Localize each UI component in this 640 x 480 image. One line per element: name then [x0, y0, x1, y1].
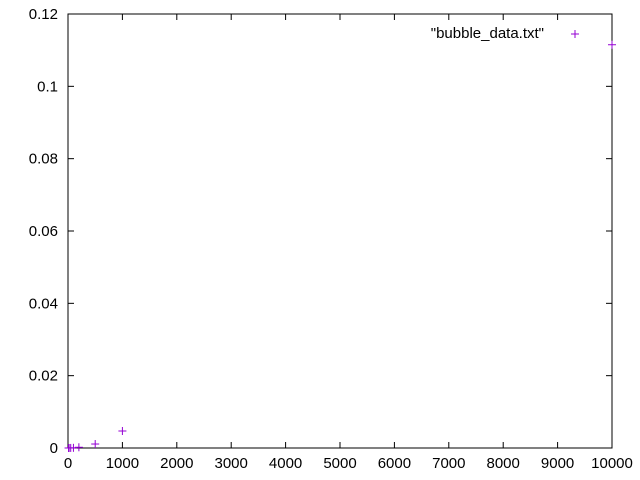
data-point [608, 40, 616, 49]
x-tick-label: 1000 [106, 455, 139, 472]
data-points [64, 40, 616, 452]
y-tick-label: 0.12 [29, 6, 58, 23]
x-tick-label: 4000 [269, 455, 302, 472]
legend-label: "bubble_data.txt" [431, 25, 544, 42]
x-tick-label: 2000 [160, 455, 193, 472]
y-tick-label: 0.1 [37, 78, 58, 95]
x-tick-label: 5000 [323, 455, 356, 472]
data-point [69, 443, 78, 452]
y-tick-label: 0.04 [29, 295, 58, 312]
data-point [74, 443, 83, 452]
y-tick-label: 0 [50, 440, 58, 457]
plot-frame [67, 13, 613, 449]
data-point [118, 427, 127, 436]
x-tick-label: 10000 [591, 455, 633, 472]
x-tick-label: 0 [64, 455, 72, 472]
y-axis: 0 0.02 0.04 0.06 0.08 0.1 0.12 [29, 6, 612, 457]
legend: "bubble_data.txt" [431, 25, 579, 42]
x-tick-label: 7000 [432, 455, 465, 472]
x-tick-label: 6000 [378, 455, 411, 472]
legend-marker-icon [571, 30, 579, 38]
y-tick-label: 0.08 [29, 151, 58, 168]
y-tick-label: 0.02 [29, 368, 58, 385]
x-tick-label: 9000 [541, 455, 574, 472]
x-axis: 0 1000 2000 3000 4000 5000 6000 7000 8000 9000 100… [64, 14, 633, 472]
x-tick-label: 3000 [215, 455, 248, 472]
data-point [91, 440, 100, 449]
y-tick-label: 0.06 [29, 223, 58, 240]
legend-marker [571, 30, 579, 38]
x-tick-label: 8000 [487, 455, 520, 472]
